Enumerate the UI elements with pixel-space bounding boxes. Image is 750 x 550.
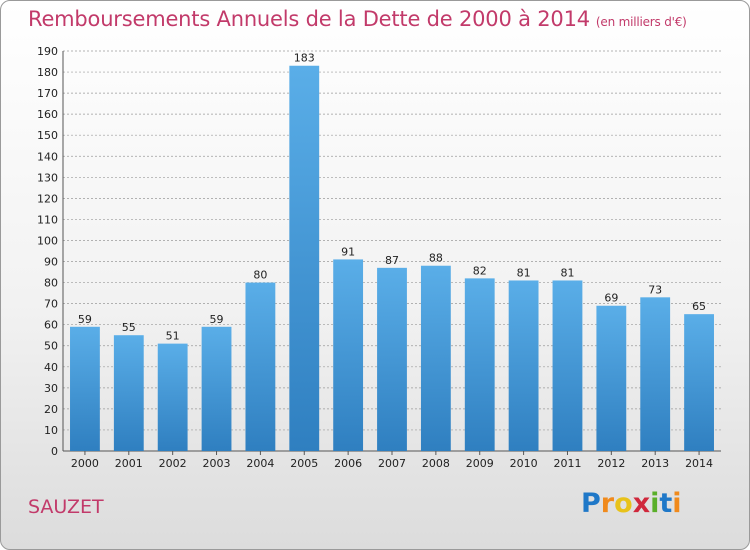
y-tick-label: 10	[44, 424, 58, 437]
value-label: 91	[341, 245, 355, 258]
y-tick-label: 100	[37, 234, 58, 247]
value-label: 55	[122, 321, 136, 334]
x-tick-label: 2010	[510, 457, 538, 470]
x-tick-label: 2011	[553, 457, 581, 470]
value-label: 51	[166, 330, 180, 343]
y-tick-label: 60	[44, 319, 58, 332]
y-tick-label: 160	[37, 108, 58, 121]
bars	[70, 65, 714, 451]
y-tick-label: 150	[37, 129, 58, 142]
bar	[552, 280, 583, 451]
value-label: 82	[473, 264, 487, 277]
x-tick-label: 2004	[246, 457, 274, 470]
value-label: 59	[210, 313, 224, 326]
chart-title: Remboursements Annuels de la Dette de 20…	[28, 7, 687, 31]
x-tick-label: 2014	[685, 457, 713, 470]
bar	[640, 297, 671, 451]
logo-letter: P	[581, 488, 601, 519]
bar	[245, 282, 276, 451]
bar	[596, 305, 627, 451]
logo-letter: t	[659, 488, 673, 519]
bar	[201, 326, 232, 451]
commune-name: SAUZET	[28, 496, 104, 518]
x-tick-label: 2003	[203, 457, 231, 470]
x-tick-label: 2000	[71, 457, 99, 470]
y-tick-label: 40	[44, 361, 58, 374]
y-tick-label: 130	[37, 171, 58, 184]
value-label: 183	[294, 52, 315, 65]
logo-letter: i	[650, 488, 660, 519]
value-label: 69	[604, 292, 618, 305]
logo-letter: o	[614, 488, 633, 519]
logo-letter: r	[600, 488, 615, 519]
y-tick-label: 20	[44, 403, 58, 416]
y-tick-label: 110	[37, 213, 58, 226]
value-label: 65	[692, 300, 706, 313]
bar	[333, 259, 364, 451]
y-tick-label: 90	[44, 256, 58, 269]
x-tick-label: 2006	[334, 457, 362, 470]
logo-letter: i	[672, 488, 682, 519]
x-tick-label: 2009	[466, 457, 494, 470]
bar	[420, 265, 451, 451]
labels: 0 10 20 30 40 50 60 70 80 90 100 110 120 130 140 150 160…	[37, 45, 713, 470]
bar	[157, 343, 188, 451]
logo-letter: x	[632, 488, 651, 519]
bar	[464, 278, 495, 451]
proxiti-logo[interactable]: Proxiti	[581, 488, 682, 519]
value-label: 59	[78, 313, 92, 326]
y-tick-label: 120	[37, 192, 58, 205]
y-tick-label: 180	[37, 66, 58, 79]
x-tick-label: 2012	[597, 457, 625, 470]
x-tick-label: 2005	[290, 457, 318, 470]
bar	[377, 267, 407, 451]
y-tick-label: 80	[44, 277, 58, 290]
chart-subtitle: (en milliers d'€)	[595, 15, 687, 29]
y-tick-label: 170	[37, 87, 58, 100]
chart-title-text: Remboursements Annuels de la Dette de 20…	[28, 7, 590, 31]
y-tick-label: 30	[44, 382, 58, 395]
x-tick-label: 2001	[115, 457, 143, 470]
value-label: 81	[560, 266, 574, 279]
value-label: 73	[648, 283, 662, 296]
value-label: 88	[429, 252, 443, 265]
value-label: 81	[517, 266, 531, 279]
y-tick-label: 140	[37, 150, 58, 163]
x-tick-label: 2002	[159, 457, 187, 470]
x-tick-label: 2013	[641, 457, 669, 470]
bar	[289, 65, 320, 451]
bar	[70, 326, 100, 451]
bar	[508, 280, 539, 451]
bar	[684, 314, 714, 451]
x-tick-label: 2008	[422, 457, 450, 470]
y-tick-label: 50	[44, 340, 58, 353]
value-label: 80	[253, 269, 267, 282]
x-tick-label: 2007	[378, 457, 406, 470]
value-label: 87	[385, 254, 399, 267]
y-tick-label: 70	[44, 298, 58, 311]
y-tick-label: 190	[37, 45, 58, 58]
y-tick-label: 0	[51, 445, 58, 458]
bar	[113, 335, 144, 451]
